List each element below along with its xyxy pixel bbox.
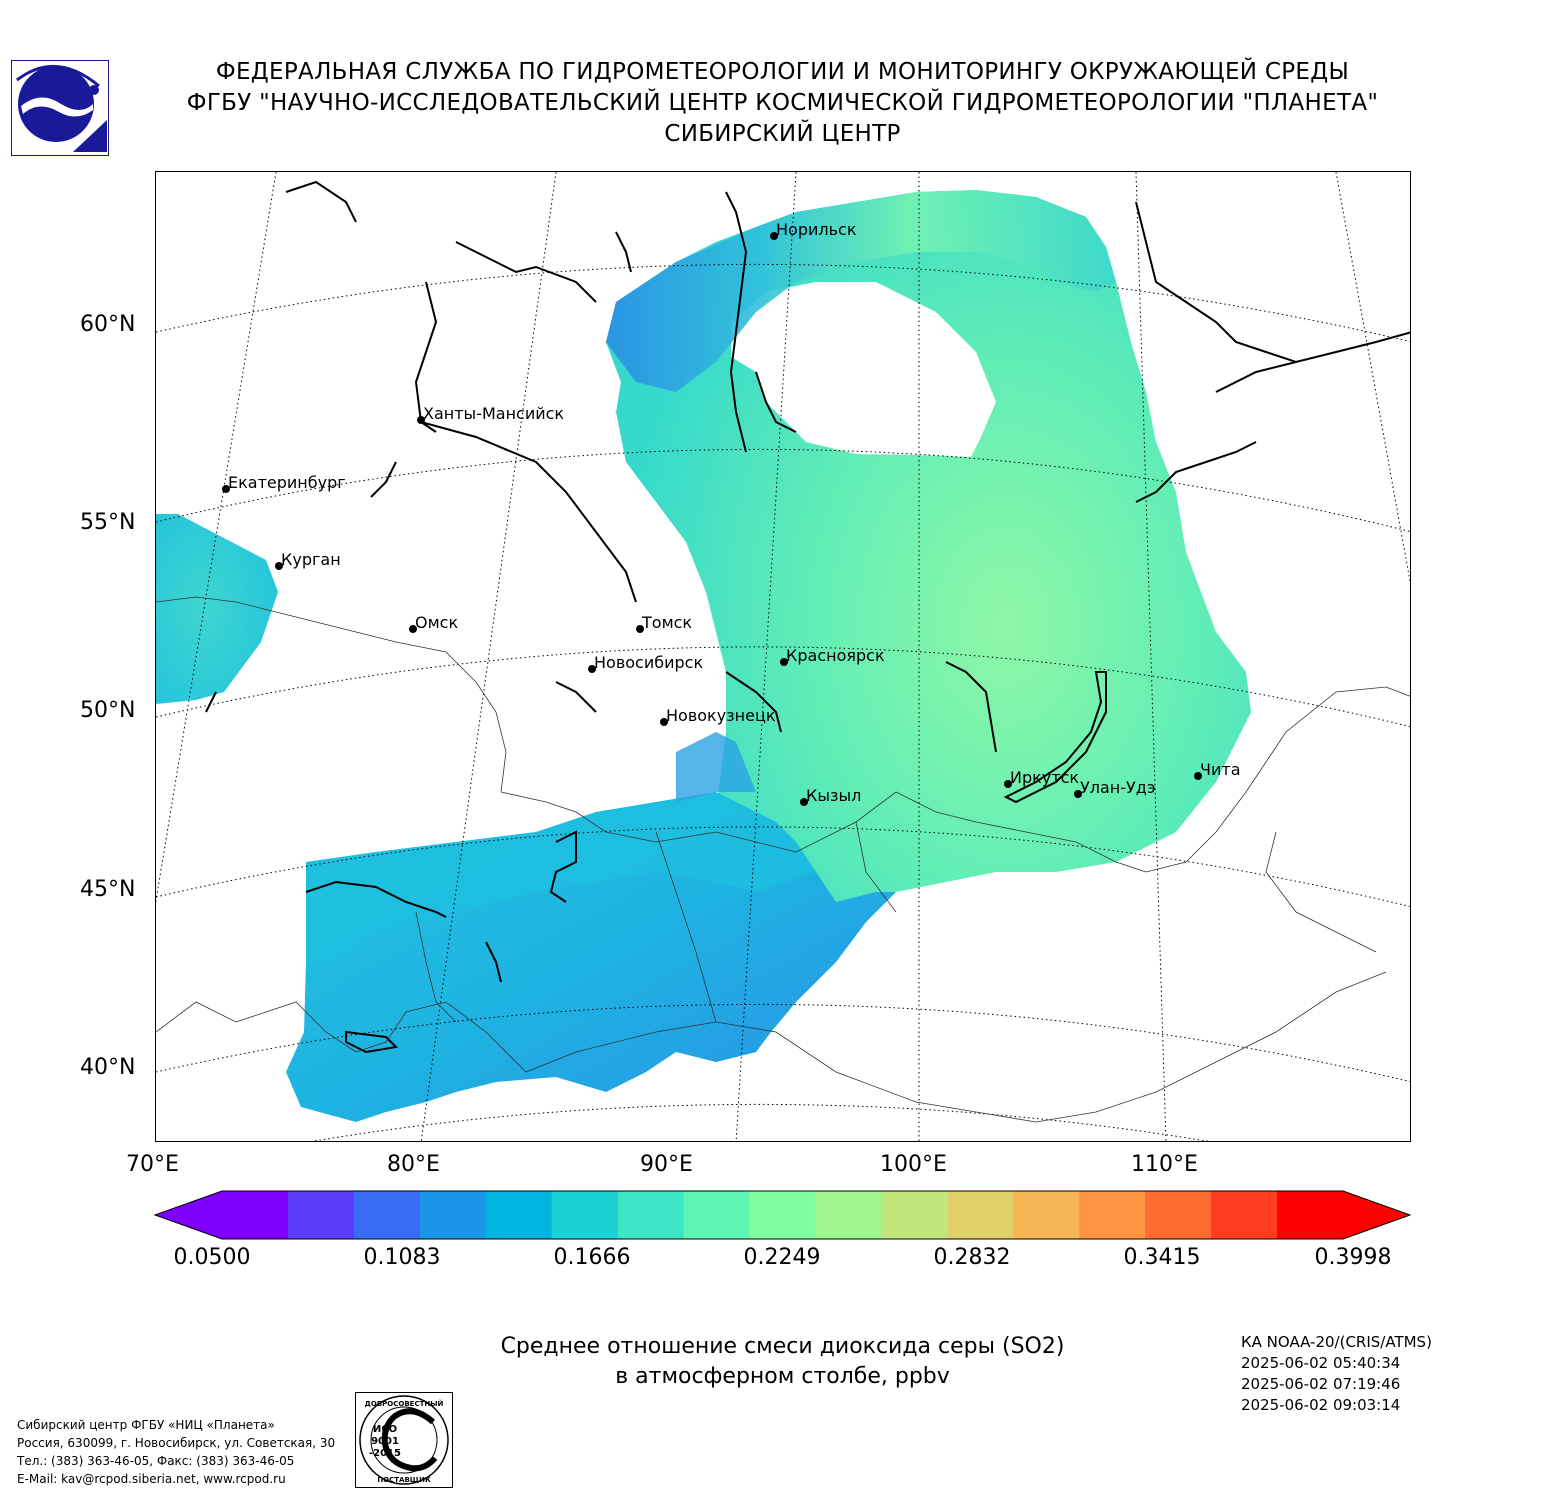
map-panel[interactable]: Норильск Ханты-Мансийск Екатеринбург Курган… <box>155 171 1411 1142</box>
city-label: Улан-Удэ <box>1080 778 1156 797</box>
colorbar-tick-label: 0.1666 <box>553 1245 631 1270</box>
city-marker <box>409 625 417 633</box>
colorbar-cell <box>353 1191 421 1239</box>
so2-data-field <box>156 190 1251 1122</box>
colorbar-cell <box>419 1191 487 1239</box>
lat-label-60: 60°N <box>80 312 136 337</box>
lon-label-70: 70°E <box>126 1152 179 1177</box>
city-marker <box>417 416 425 424</box>
colorbar-min-arrow <box>155 1191 222 1239</box>
colorbar-cell <box>881 1191 948 1239</box>
planeta-logo-icon <box>11 60 109 156</box>
colorbar-cell <box>1079 1191 1146 1239</box>
colorbar-cell <box>815 1191 882 1239</box>
colorbar-cell <box>551 1191 619 1239</box>
city-marker <box>1194 772 1202 780</box>
contact-line-2: Россия, 630099, г. Новосибирск, ул. Сове… <box>17 1436 336 1450</box>
contact-line-4: E-Mail: kav@rcpod.siberia.net, www.rcpod… <box>17 1472 286 1486</box>
header-line-1: ФЕДЕРАЛЬНАЯ СЛУЖБА ПО ГИДРОМЕТЕОРОЛОГИИ … <box>215 59 1350 85</box>
colorbar-cell <box>947 1191 1014 1239</box>
lon-label-100: 100°E <box>880 1152 947 1177</box>
city-label: Кызыл <box>806 786 861 805</box>
city-marker <box>660 718 668 726</box>
city-marker <box>1074 790 1082 798</box>
city-marker <box>222 485 230 493</box>
svg-text:9001: 9001 <box>371 1436 399 1447</box>
city-label: Чита <box>1200 760 1241 779</box>
satellite-name: КА NOAA-20/(CRIS/ATMS) <box>1241 1333 1432 1351</box>
city-marker <box>800 798 808 806</box>
iso-stamp-icon: ДОБРОСОВЕСТНЫЙ ИСО 9001 -2015 ПОСТАВЩИК <box>355 1392 453 1488</box>
country-borders <box>156 596 1410 1123</box>
contact-line-1: Сибирский центр ФГБУ «НИЦ «Планета» <box>17 1418 275 1432</box>
colorbar-cell <box>1277 1191 1344 1239</box>
lon-label-90: 90°E <box>640 1152 693 1177</box>
colorbar-cell <box>749 1191 816 1239</box>
city-label: Красноярск <box>786 646 885 665</box>
city-label: Екатеринбург <box>228 473 346 492</box>
lat-label-40: 40°N <box>80 1055 136 1080</box>
svg-text:ИСО: ИСО <box>373 1424 397 1435</box>
city-marker <box>1004 780 1012 788</box>
lat-label-45: 45°N <box>80 877 136 902</box>
colorbar-cell <box>1013 1191 1080 1239</box>
city-label: Омск <box>415 613 458 632</box>
colorbar-tick-label: 0.0500 <box>173 1245 251 1270</box>
caption-line-2: в атмосферном столбе, ppbv <box>615 1364 950 1389</box>
graticule <box>156 172 1410 1141</box>
satellite-time-2: 2025-06-02 07:19:46 <box>1241 1375 1401 1393</box>
colorbar-cell <box>287 1191 355 1239</box>
colorbar-max-arrow <box>1343 1191 1410 1239</box>
lat-label-55: 55°N <box>80 510 136 535</box>
city-label: Ханты-Мансийск <box>423 404 564 423</box>
city-label: Норильск <box>776 220 857 239</box>
svg-text:ПОСТАВЩИК: ПОСТАВЩИК <box>377 1476 431 1484</box>
city-marker <box>780 658 788 666</box>
satellite-time-1: 2025-06-02 05:40:34 <box>1241 1354 1401 1372</box>
city-label: Иркутск <box>1010 768 1079 787</box>
colorbar <box>153 1190 1412 1240</box>
colorbar-tick-label: 0.1083 <box>363 1245 441 1270</box>
header-line-2: ФГБУ "НАУЧНО-ИССЛЕДОВАТЕЛЬСКИЙ ЦЕНТР КОС… <box>186 90 1379 116</box>
colorbar-cell <box>485 1191 553 1239</box>
contact-line-3: Тел.: (383) 363-46-05, Факс: (383) 363-4… <box>17 1454 295 1468</box>
colorbar-cell <box>222 1191 289 1239</box>
colorbar-tick-label: 0.2249 <box>743 1245 821 1270</box>
city-marker <box>588 665 596 673</box>
colorbar-outline <box>153 1190 1412 1240</box>
city-markers: Норильск Ханты-Мансийск Екатеринбург Курган… <box>222 220 1241 806</box>
colorbar-tick-label: 0.3998 <box>1314 1245 1392 1270</box>
colorbar-tick-label: 0.2832 <box>933 1245 1011 1270</box>
city-label: Курган <box>281 550 341 569</box>
header-line-3: СИБИРСКИЙ ЦЕНТР <box>664 121 901 147</box>
colorbar-cell <box>617 1191 685 1239</box>
city-label: Новосибирск <box>594 653 703 672</box>
city-label: Новокузнецк <box>666 706 776 725</box>
svg-text:-2015: -2015 <box>369 1448 401 1459</box>
caption-line-1: Среднее отношение смеси диоксида серы (S… <box>500 1334 1065 1359</box>
colorbar-cell <box>1211 1191 1278 1239</box>
lat-label-50: 50°N <box>80 698 136 723</box>
city-marker <box>770 232 778 240</box>
lon-label-110: 110°E <box>1131 1152 1198 1177</box>
coastlines-and-rivers <box>205 180 1410 1054</box>
colorbar-cell <box>1145 1191 1212 1239</box>
city-marker <box>275 562 283 570</box>
city-marker <box>636 625 644 633</box>
colorbar-tick-label: 0.3415 <box>1123 1245 1201 1270</box>
svg-text:ДОБРОСОВЕСТНЫЙ: ДОБРОСОВЕСТНЫЙ <box>365 1399 444 1408</box>
colorbar-cell <box>683 1191 751 1239</box>
lon-label-80: 80°E <box>387 1152 440 1177</box>
city-label: Томск <box>641 613 692 632</box>
satellite-time-3: 2025-06-02 09:03:14 <box>1241 1396 1401 1414</box>
